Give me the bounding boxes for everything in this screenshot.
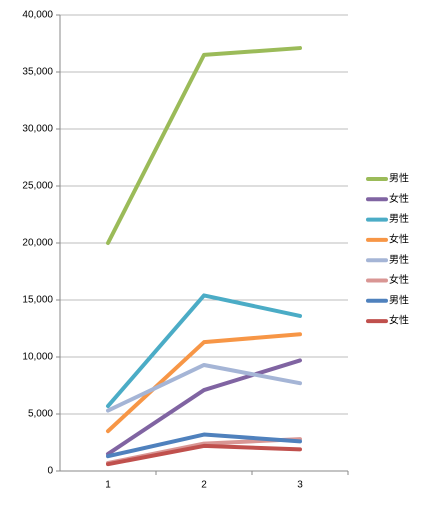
legend-label: 男性 <box>389 172 409 185</box>
x-tick-label: 1 <box>105 480 111 491</box>
x-tick-label: 2 <box>201 480 207 491</box>
y-tick-label: 5,000 <box>28 409 53 420</box>
series-line <box>106 46 302 245</box>
y-tick-label: 20,000 <box>22 238 53 249</box>
y-tick-label: 25,000 <box>22 181 53 192</box>
legend-label: 男性 <box>389 293 409 306</box>
legend-label: 女性 <box>389 314 409 327</box>
series-line <box>106 443 302 467</box>
series-line <box>106 293 302 409</box>
series-line <box>106 358 302 456</box>
y-tick-label: 15,000 <box>22 295 53 306</box>
legend-label: 女性 <box>389 233 409 246</box>
x-tick-label: 3 <box>297 480 303 491</box>
legend-label: 男性 <box>389 212 409 225</box>
legend-label: 女性 <box>389 273 409 286</box>
series-line <box>106 362 302 413</box>
y-tick-label: 40,000 <box>22 10 53 21</box>
legend-label: 男性 <box>389 253 409 266</box>
y-tick-label: 10,000 <box>22 352 53 363</box>
y-tick-label: 30,000 <box>22 124 53 135</box>
y-tick-label: 35,000 <box>22 67 53 78</box>
y-tick-label: 0 <box>47 466 53 477</box>
series-line <box>106 332 302 434</box>
series-line <box>106 432 302 459</box>
legend-label: 女性 <box>389 192 409 205</box>
